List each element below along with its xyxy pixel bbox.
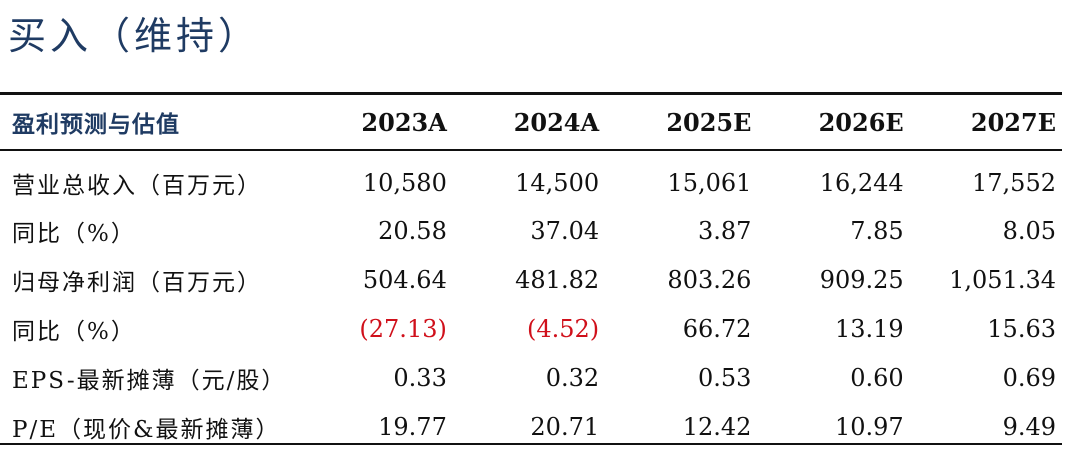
table-cell: 15,061: [667, 168, 752, 197]
table-row-net-profit-yoy: 同比（%） (27.13) (4.52) 66.72 13.19 15.63: [0, 304, 1062, 353]
table-cell: 803.26: [667, 265, 752, 294]
table-header-label: 盈利预测与估值: [12, 111, 180, 138]
table-cell: 14,500: [515, 168, 600, 197]
table-row-eps: EPS-最新摊薄（元/股） 0.33 0.32 0.53 0.60 0.69: [0, 353, 1062, 402]
table-cell: 37.04: [530, 216, 600, 245]
table-cell: 481.82: [515, 265, 600, 294]
table-cell: 0.53: [697, 363, 752, 392]
table-row-pe: P/E（现价&最新摊薄） 19.77 20.71 12.42 10.97 9.4…: [0, 402, 1062, 451]
table-cell: 16,244: [819, 168, 904, 197]
table-cell-negative: (27.13): [359, 314, 447, 343]
table-cell: 12.42: [682, 412, 752, 441]
table-cell: 0.33: [393, 363, 447, 392]
table-bottom-rule: [0, 443, 1062, 445]
table-cell: 15.63: [987, 314, 1056, 343]
year-header-2027e: 2027E: [970, 107, 1056, 137]
table-cell: 20.58: [378, 216, 447, 245]
table-cell: 19.77: [378, 412, 447, 441]
table-row-net-profit: 归母净利润（百万元） 504.64 481.82 803.26 909.25 1…: [0, 255, 1062, 304]
table-cell: 8.05: [1002, 216, 1056, 245]
year-header-2026e: 2026E: [818, 107, 904, 137]
year-header-2025e: 2025E: [666, 107, 752, 137]
table-cell: 1,051.34: [949, 265, 1056, 294]
year-header-2024a: 2024A: [513, 107, 600, 137]
row-label: 营业总收入（百万元）: [12, 172, 262, 199]
year-header-2023a: 2023A: [361, 107, 447, 137]
table-cell: 909.25: [819, 265, 904, 294]
table-cell: 10,580: [362, 168, 447, 197]
table-cell: 0.69: [1002, 363, 1056, 392]
table-cell: 7.85: [850, 216, 904, 245]
table-cell: 0.60: [850, 363, 904, 392]
forecast-table: 盈利预测与估值 2023A 2024A 2025E 2026E 2027E 营业…: [0, 95, 1062, 451]
row-label: 归母净利润（百万元）: [12, 269, 262, 296]
table-cell: 504.64: [362, 265, 447, 294]
table-cell: 0.32: [545, 363, 600, 392]
table-cell: 10.97: [834, 412, 904, 441]
table-cell: 20.71: [530, 412, 600, 441]
table-cell: 13.19: [834, 314, 904, 343]
table-cell: 3.87: [697, 216, 752, 245]
rating-title: 买入（维持）: [8, 14, 261, 58]
table-cell: 9.49: [1002, 412, 1056, 441]
table-header-row: 盈利预测与估值 2023A 2024A 2025E 2026E 2027E: [0, 95, 1062, 149]
table-top-rule: [0, 92, 1062, 95]
table-row-revenue-yoy: 同比（%） 20.58 37.04 3.87 7.85 8.05: [0, 206, 1062, 255]
table-header-rule: [0, 149, 1062, 151]
table-row-revenue: 营业总收入（百万元） 10,580 14,500 15,061 16,244 1…: [0, 149, 1062, 206]
table-cell: 66.72: [682, 314, 752, 343]
row-label: 同比（%）: [12, 220, 136, 247]
table-cell-negative: (4.52): [526, 314, 600, 343]
table-cell: 17,552: [972, 168, 1056, 197]
row-label: 同比（%）: [12, 318, 136, 345]
row-label: EPS-最新摊薄（元/股）: [12, 367, 287, 394]
row-label: P/E（现价&最新摊薄）: [12, 416, 281, 443]
